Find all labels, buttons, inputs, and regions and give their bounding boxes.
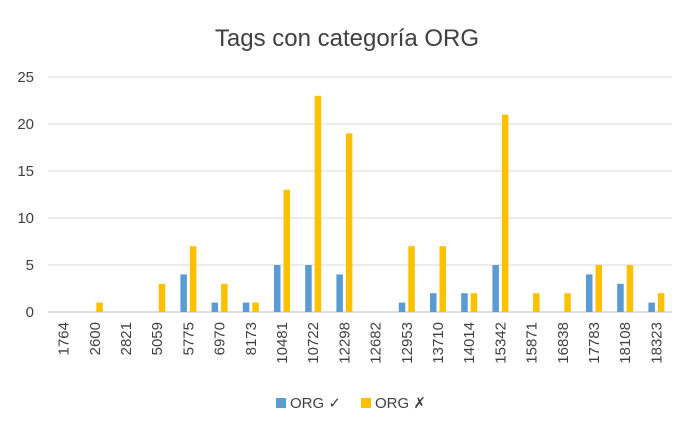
bar-series-1 (336, 274, 343, 312)
y-tick-label: 15 (17, 163, 34, 180)
bar-series-1 (586, 274, 593, 312)
legend-label: ORG ✗ (375, 395, 426, 412)
x-tick-label: 10481 (274, 322, 291, 364)
x-tick-label: 1764 (56, 322, 73, 355)
x-tick-label: 8173 (243, 322, 260, 355)
bar-series-2 (158, 283, 166, 312)
bar-series-2 (439, 246, 446, 312)
x-tick-label: 13710 (430, 322, 447, 364)
x-tick-label: 10722 (305, 322, 322, 364)
bar-series-1 (648, 302, 655, 312)
bar-series-2 (408, 246, 415, 312)
bar-series-1 (492, 265, 499, 312)
x-tick-label: 12682 (368, 322, 385, 364)
chart-title: Tags con categoría ORG (215, 25, 479, 52)
bar-series-2 (595, 265, 602, 312)
y-tick-label: 10 (17, 210, 34, 227)
legend-label: ORG ✓ (290, 395, 341, 412)
x-tick-label: 16838 (555, 322, 572, 364)
x-tick-label: 2821 (118, 322, 135, 355)
bar-series-1 (617, 283, 624, 312)
bar-series-1 (211, 302, 219, 312)
bar-series-1 (398, 302, 406, 312)
bar-series-1 (242, 302, 250, 312)
bar-series-2 (626, 265, 634, 312)
y-tick-label: 25 (17, 69, 34, 86)
bar-series-2 (221, 283, 228, 312)
x-tick-label: 2600 (87, 322, 104, 355)
legend: ORG ✓ ORG ✗ (276, 395, 426, 412)
bar-series-2 (501, 114, 509, 312)
bars (96, 95, 665, 312)
bar-series-1 (180, 274, 187, 312)
legend-swatch (276, 398, 286, 408)
x-tick-label: 12953 (399, 322, 416, 364)
x-tick-label: 5059 (149, 322, 166, 355)
bar-series-1 (305, 265, 312, 312)
legend-swatch (361, 398, 371, 408)
x-axis-ticks: 1764 2600 2821 5059 5775 6970 8173 10481 10722 12… (56, 322, 666, 364)
bar-series-1 (461, 293, 468, 312)
bar-series-1 (274, 265, 281, 312)
x-tick-label: 18108 (617, 322, 634, 364)
x-tick-label: 15342 (492, 322, 509, 364)
bar-series-2 (533, 293, 540, 312)
bar-series-2 (252, 302, 259, 312)
bar-series-2 (657, 293, 665, 312)
gridlines (48, 76, 672, 313)
x-tick-label: 15871 (524, 322, 541, 364)
x-tick-label: 17783 (586, 322, 603, 364)
bar-series-2 (283, 189, 290, 312)
bar-series-2 (345, 133, 353, 312)
bar-series-2 (314, 95, 322, 312)
bar-series-2 (96, 302, 103, 312)
bar-series-2 (564, 293, 571, 312)
y-axis-ticks: 0 5 10 15 20 25 (17, 69, 34, 321)
x-tick-label: 5775 (180, 322, 197, 355)
bar-series-2 (189, 246, 197, 312)
x-tick-label: 12298 (336, 322, 353, 364)
bar-series-2 (470, 293, 478, 312)
x-tick-label: 18323 (648, 322, 665, 364)
y-tick-label: 20 (17, 116, 34, 133)
x-tick-label: 6970 (212, 322, 229, 355)
y-tick-label: 5 (26, 257, 34, 274)
bar-series-1 (430, 293, 437, 312)
y-tick-label: 0 (26, 304, 34, 321)
x-tick-label: 14014 (461, 322, 478, 364)
